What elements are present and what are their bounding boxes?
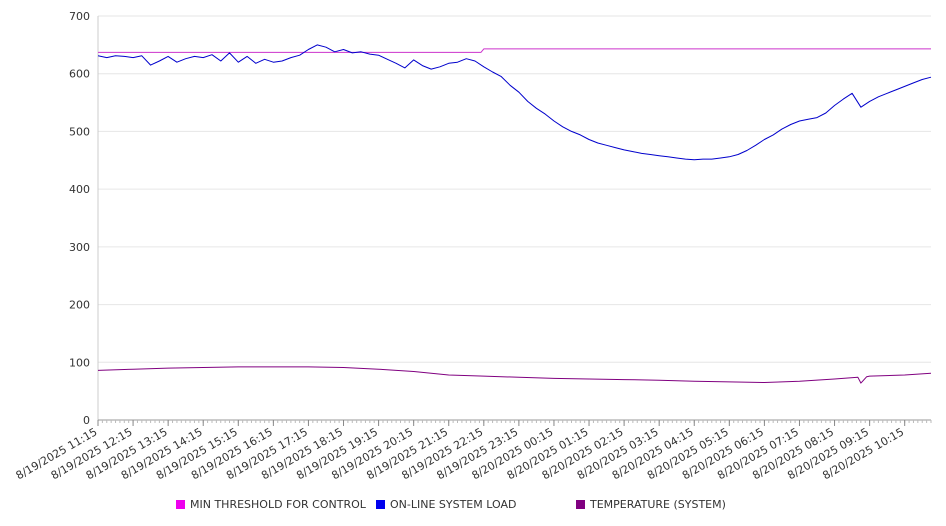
legend-label-system-load: ON-LINE SYSTEM LOAD xyxy=(390,498,517,511)
chart-legend: MIN THRESHOLD FOR CONTROL ON-LINE SYSTEM… xyxy=(0,498,946,514)
series-line-1 xyxy=(97,44,932,161)
y-tick-label: 600 xyxy=(69,68,90,81)
y-tick-label: 500 xyxy=(69,125,90,138)
chart-axes xyxy=(97,16,932,426)
legend-item-temperature[interactable]: TEMPERATURE (SYSTEM) xyxy=(576,498,726,511)
y-tick-label: 200 xyxy=(69,299,90,312)
legend-swatch-system-load xyxy=(376,500,385,509)
legend-swatch-min-threshold xyxy=(176,500,185,509)
legend-item-system-load[interactable]: ON-LINE SYSTEM LOAD xyxy=(376,498,516,511)
legend-label-min-threshold: MIN THRESHOLD FOR CONTROL xyxy=(190,498,366,511)
chart-grid xyxy=(98,15,931,421)
legend-swatch-temperature xyxy=(576,500,585,509)
y-axis-ticks: 0 100 200 300 400 500 600 700 xyxy=(69,10,90,427)
y-tick-label: 700 xyxy=(69,10,90,23)
y-tick-label: 400 xyxy=(69,183,90,196)
y-tick-label: 300 xyxy=(69,241,90,254)
x-axis-ticks: 8/19/2025 11:158/19/2025 12:158/19/2025 … xyxy=(14,425,907,482)
chart-series xyxy=(97,44,932,384)
y-tick-label: 100 xyxy=(69,356,90,369)
legend-item-min-threshold[interactable]: MIN THRESHOLD FOR CONTROL xyxy=(176,498,366,511)
series-line-2 xyxy=(97,366,932,384)
legend-label-temperature: TEMPERATURE (SYSTEM) xyxy=(590,498,726,511)
y-tick-label: 0 xyxy=(83,414,90,427)
series-line-0 xyxy=(98,48,931,53)
